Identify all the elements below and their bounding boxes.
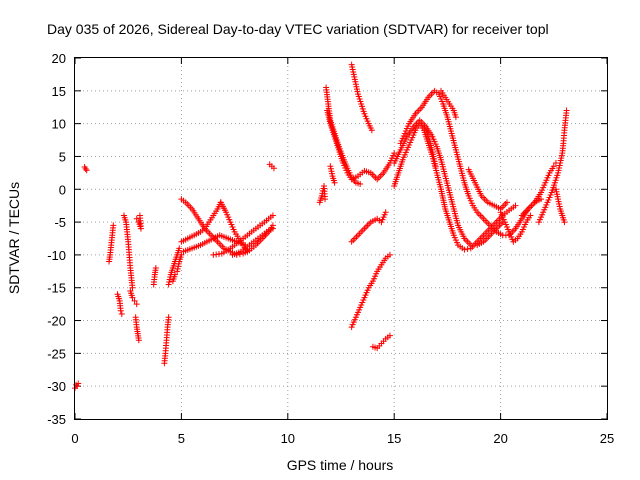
data-point: [133, 301, 140, 308]
x-tick-label: 25: [600, 431, 614, 446]
y-tick-label: -20: [47, 314, 66, 329]
data-point: [270, 165, 277, 172]
data-point: [269, 212, 276, 219]
data-point: [563, 107, 570, 114]
y-tick-label: -5: [54, 215, 66, 230]
data-point: [461, 246, 468, 253]
data-point: [538, 196, 545, 203]
data-point: [133, 215, 140, 222]
data-point: [75, 380, 82, 387]
y-tick-label: 10: [52, 117, 66, 132]
data-point: [172, 271, 179, 278]
data-point: [561, 219, 568, 226]
x-tick-label: 10: [281, 431, 295, 446]
data-point: [83, 167, 90, 174]
x-tick-label: 0: [71, 431, 78, 446]
data-point: [382, 209, 389, 216]
data-point: [464, 246, 471, 253]
data-point: [152, 265, 159, 272]
data-point: [322, 196, 329, 203]
y-tick-labels: -35 -30 -25 -20 -15 -10 -5 0 5 10 15 20: [47, 51, 66, 427]
y-tick-label: -35: [47, 412, 66, 427]
data-point: [82, 165, 89, 172]
y-tick-label: 0: [59, 182, 66, 197]
data-point: [136, 212, 143, 219]
data-point: [269, 225, 276, 232]
plot-frame: [74, 57, 608, 420]
data-point: [512, 202, 519, 209]
axis-ticks: [74, 57, 608, 420]
y-tick-label: 20: [52, 51, 66, 66]
y-tick-label: 15: [52, 84, 66, 99]
y-tick-label: 5: [59, 149, 66, 164]
data-point: [503, 199, 510, 206]
data-point: [117, 307, 124, 314]
y-tick-label: -30: [47, 379, 66, 394]
data-point: [386, 251, 393, 258]
grid-lines: [75, 58, 607, 419]
y-tick-label: -25: [47, 346, 66, 361]
data-point: [129, 284, 136, 291]
data-point: [176, 245, 183, 252]
data-point: [550, 163, 557, 170]
data-point: [452, 114, 459, 121]
data-point: [129, 294, 136, 301]
x-tick-label: 15: [387, 431, 401, 446]
data-point: [165, 314, 172, 321]
y-axis-label: SDTVAR / TECUs: [6, 182, 22, 294]
data-point: [331, 179, 338, 186]
data-point: [368, 127, 375, 134]
data-points: [72, 61, 570, 392]
data-point: [391, 150, 398, 157]
x-tick-labels: 0 5 10 15 20 25: [71, 431, 614, 446]
data-point: [527, 212, 534, 219]
data-point: [74, 383, 81, 390]
data-point: [432, 163, 439, 170]
y-tick-label: -15: [47, 281, 66, 296]
data-point: [178, 251, 185, 258]
data-point: [131, 297, 138, 304]
data-point: [110, 222, 117, 229]
data-point: [135, 337, 142, 344]
chart-title: Day 035 of 2026, Sidereal Day-to-day VTE…: [47, 21, 549, 37]
data-point: [386, 332, 393, 339]
data-point: [118, 310, 125, 317]
x-axis-label: GPS time / hours: [287, 457, 394, 473]
data-point: [357, 181, 364, 188]
x-tick-label: 5: [178, 431, 185, 446]
y-tick-label: -10: [47, 248, 66, 263]
x-tick-label: 20: [493, 431, 507, 446]
